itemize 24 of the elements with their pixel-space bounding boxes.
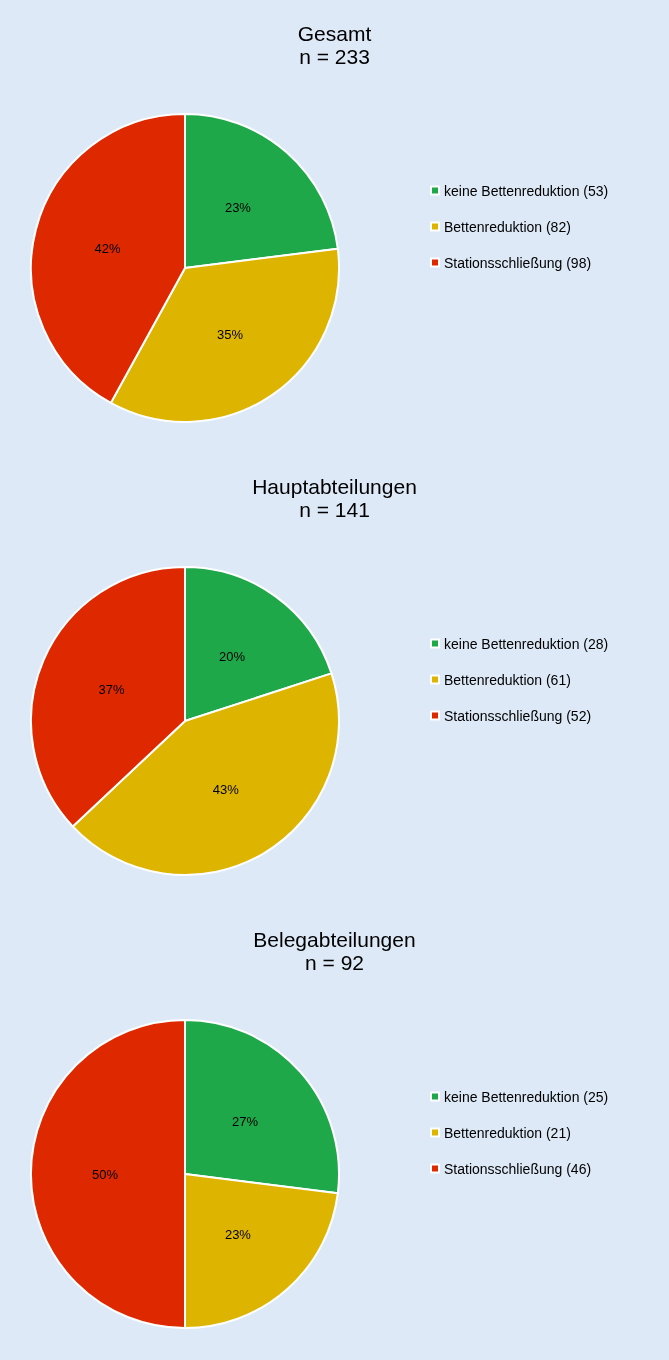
legend-label: keine Bettenreduktion (28) — [444, 635, 609, 652]
chart-subtitle: n = 141 — [299, 498, 370, 521]
data-label: 42% — [94, 240, 121, 256]
legend-label: Stationsschließung (52) — [444, 707, 592, 724]
data-label: 35% — [216, 326, 244, 342]
data-label: 23% — [224, 1226, 252, 1242]
chart-title: Gesamt — [297, 22, 372, 45]
chart-subtitle: n = 92 — [305, 951, 364, 974]
legend-label: Stationsschließung (46) — [444, 1160, 592, 1177]
data-label: 43% — [212, 782, 240, 798]
data-label: 37% — [98, 681, 126, 697]
legend-label: Bettenreduktion (82) — [444, 218, 571, 235]
legend-label: Stationsschließung (98) — [444, 254, 592, 271]
chart-title: Belegabteilungen — [253, 928, 416, 951]
legend-label: Bettenreduktion (21) — [444, 1124, 571, 1141]
legend-label: Bettenreduktion (61) — [444, 671, 571, 688]
chart-subtitle: n = 233 — [299, 45, 370, 68]
data-label: 50% — [91, 1166, 119, 1182]
legend-label: keine Bettenreduktion (25) — [444, 1088, 609, 1105]
data-label: 23% — [224, 200, 252, 216]
chart-title: Hauptabteilungen — [252, 475, 417, 498]
legend-label: keine Bettenreduktion (53) — [444, 182, 609, 199]
data-label: 20% — [219, 648, 246, 664]
data-label: 27% — [232, 1113, 259, 1129]
